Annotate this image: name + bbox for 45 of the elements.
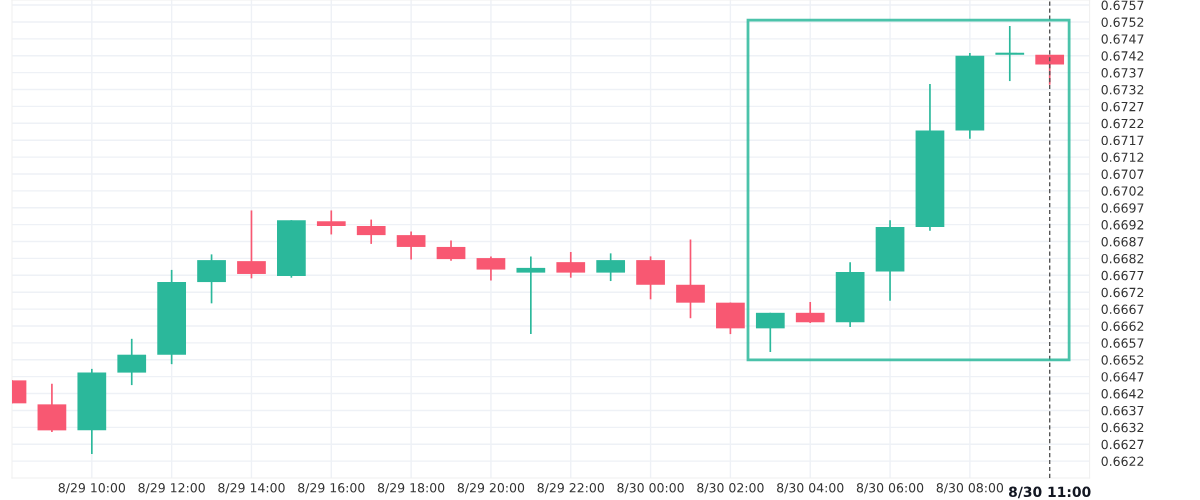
y-tick-label: 0.6662 [1101, 321, 1144, 331]
candlestick [356, 218, 386, 245]
y-tick-label: 0.6687 [1101, 237, 1144, 247]
x-tick-label: 8/29 12:00 [138, 483, 205, 494]
y-tick-label: 0.6737 [1101, 68, 1144, 78]
x-tick-label: 8/29 20:00 [457, 483, 525, 494]
y-tick-label: 0.6702 [1101, 186, 1144, 196]
y-tick-label: 0.6652 [1101, 355, 1144, 365]
x-tick-label: 8/29 16:00 [298, 483, 365, 494]
y-tick-label: 0.6727 [1101, 101, 1144, 112]
x-tick-label: 8/30 08:00 [936, 483, 1004, 494]
y-tick-label: 0.6692 [1101, 220, 1144, 230]
y-tick-label: 0.6757 [1101, 0, 1144, 10]
y-tick-label: 0.6637 [1101, 405, 1144, 416]
candlestick [316, 209, 346, 236]
y-tick-label: 0.6672 [1101, 287, 1144, 298]
y-tick-label: 0.6682 [1101, 253, 1144, 264]
ref-line-label: 8/30 11:00 [1008, 486, 1091, 499]
y-tick-label: 0.6732 [1101, 84, 1144, 95]
x-tick-label: 8/30 00:00 [617, 483, 684, 494]
y-tick-label: 0.6747 [1101, 34, 1144, 44]
y-tick-label: 0.6632 [1101, 422, 1144, 433]
candlestick [516, 255, 546, 335]
y-tick-label: 0.6622 [1101, 456, 1144, 467]
y-tick-label: 0.6647 [1101, 372, 1144, 382]
y-tick-label: 0.6722 [1101, 118, 1144, 129]
x-tick-label: 8/30 04:00 [777, 483, 844, 494]
x-tick-label: 8/29 14:00 [218, 483, 285, 494]
y-tick-label: 0.6627 [1101, 439, 1144, 450]
y-tick-label: 0.6667 [1101, 304, 1144, 315]
x-tick-label: 8/29 10:00 [58, 483, 126, 494]
y-tick-label: 0.6742 [1101, 51, 1144, 61]
x-tick-label: 8/30 06:00 [856, 483, 924, 494]
y-tick-label: 0.6712 [1101, 152, 1144, 163]
y-tick-label: 0.6717 [1101, 135, 1144, 146]
candlestick [994, 25, 1026, 82]
y-tick-label: 0.6677 [1101, 270, 1144, 281]
y-tick-label: 0.6697 [1101, 203, 1144, 213]
y-tick-label: 0.6642 [1101, 389, 1144, 399]
x-tick-label: 8/29 18:00 [377, 483, 445, 494]
x-tick-label: 8/29 22:00 [537, 483, 604, 494]
y-tick-label: 0.6707 [1101, 169, 1144, 179]
y-tick-label: 0.6752 [1101, 17, 1144, 27]
y-tick-label: 0.6657 [1101, 338, 1144, 348]
x-tick-label: 8/30 02:00 [697, 483, 764, 494]
